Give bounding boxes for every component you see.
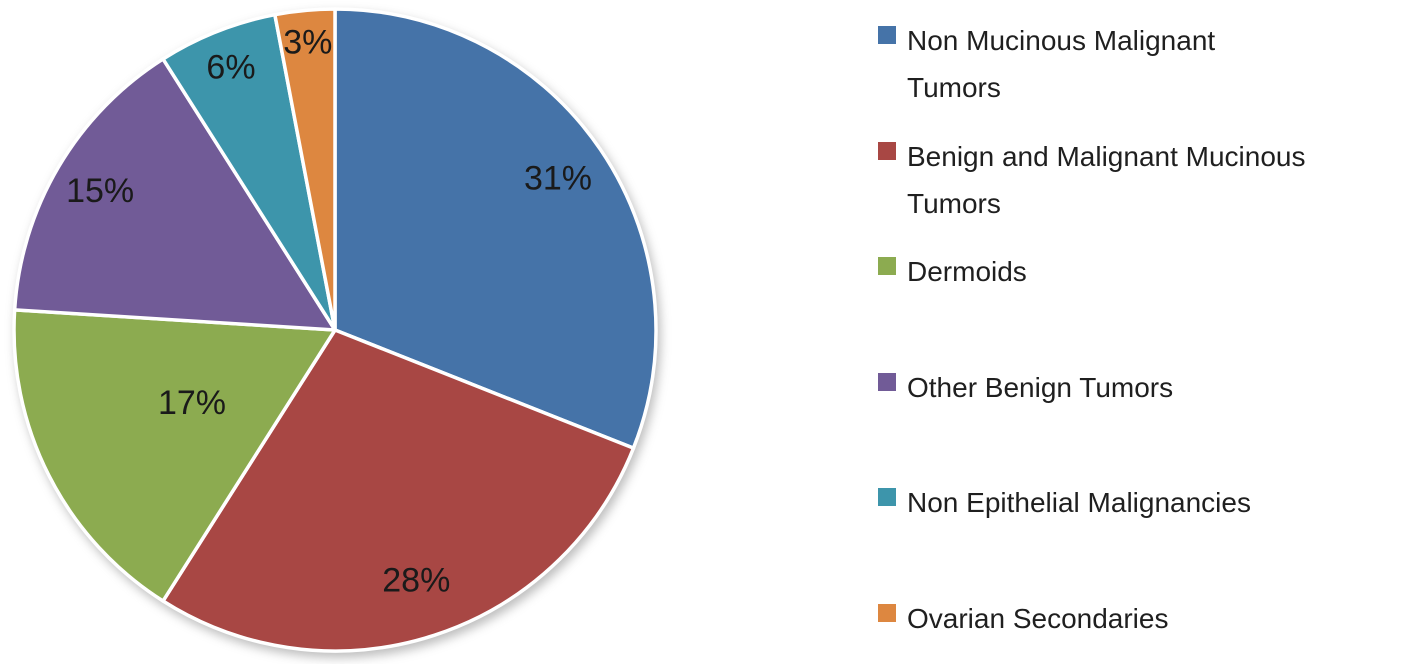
legend-swatch-dermoids — [878, 257, 896, 275]
legend-label-line: Non Epithelial Malignancies — [907, 487, 1251, 518]
pie-slice-non-mucinous-malignant-tumors — [333, 7, 658, 450]
pie-slice-label-non-epithelial-malignancies: 6% — [206, 48, 255, 86]
legend-item-ovarian-secondaries: Ovarian Secondaries — [878, 595, 1313, 642]
legend-label-other-benign-tumors: Other Benign Tumors — [907, 364, 1313, 411]
pie-slice-other-benign-tumors — [12, 57, 337, 332]
legend-label-line: Non Mucinous Malignant — [907, 25, 1216, 56]
legend-label-line: Ovarian Secondaries — [907, 602, 1169, 634]
legend-item-benign-and-malignant-mucinous-tumors: Benign and Malignant Mucinous Tumors — [878, 133, 1313, 227]
pie-slice-label-benign-and-malignant-mucinous-tumors: 28% — [382, 561, 450, 599]
pie-slice-label-other-benign-tumors: 15% — [66, 172, 134, 210]
legend-label-line: Dermoids — [907, 256, 1027, 287]
legend-item-non-mucinous-malignant-tumors: Non Mucinous Malignant Tumors — [878, 17, 1313, 111]
legend-label-non-mucinous-malignant-tumors: Non Mucinous Malignant Tumors — [907, 17, 1313, 111]
legend-label-line: Tumors — [907, 72, 1001, 103]
legend-label-line: Other Benign Tumors — [907, 371, 1174, 403]
legend-label-ovarian-secondaries: Ovarian Secondaries — [907, 595, 1313, 642]
legend-label-non-epithelial-malignancies: Non Epithelial Malignancies — [907, 479, 1313, 526]
pie-slice-benign-and-malignant-mucinous-tumors — [161, 328, 636, 653]
legend-label-benign-and-malignant-mucinous-tumors: Benign and Malignant Mucinous Tumors — [907, 133, 1313, 227]
pie-slice-label-dermoids: 17% — [158, 384, 226, 422]
legend-swatch-benign-and-malignant-mucinous-tumors — [878, 141, 896, 160]
legend-swatch-other-benign-tumors — [878, 372, 896, 391]
pie-chart-area: 31% 28% 17% 15% 6% 3% — [0, 0, 700, 664]
legend-label-line: Benign and Malignant Mucinous — [907, 140, 1306, 172]
chart-legend: Non Mucinous Malignant Tumors Benign and M… — [878, 0, 1408, 664]
legend-item-dermoids: Dermoids — [878, 248, 1313, 295]
pie-slice-dermoids — [12, 308, 337, 603]
pie-chart: 31% 28% 17% 15% 6% 3% — [12, 7, 658, 653]
pie-slice-label-ovarian-secondaries: 3% — [283, 23, 332, 61]
legend-label-dermoids: Dermoids — [907, 248, 1313, 295]
pie-slice-non-epithelial-malignancies — [161, 12, 337, 332]
legend-swatch-non-mucinous-malignant-tumors — [878, 26, 896, 44]
legend-swatch-ovarian-secondaries — [878, 603, 896, 622]
pie-slice-ovarian-secondaries — [273, 7, 337, 332]
legend-item-non-epithelial-malignancies: Non Epithelial Malignancies — [878, 479, 1313, 526]
pie-slice-label-non-mucinous-malignant-tumors: 31% — [524, 159, 592, 197]
legend-label-line: Tumors — [907, 187, 1001, 219]
legend-item-other-benign-tumors: Other Benign Tumors — [878, 364, 1313, 411]
legend-swatch-non-epithelial-malignancies — [878, 488, 896, 506]
